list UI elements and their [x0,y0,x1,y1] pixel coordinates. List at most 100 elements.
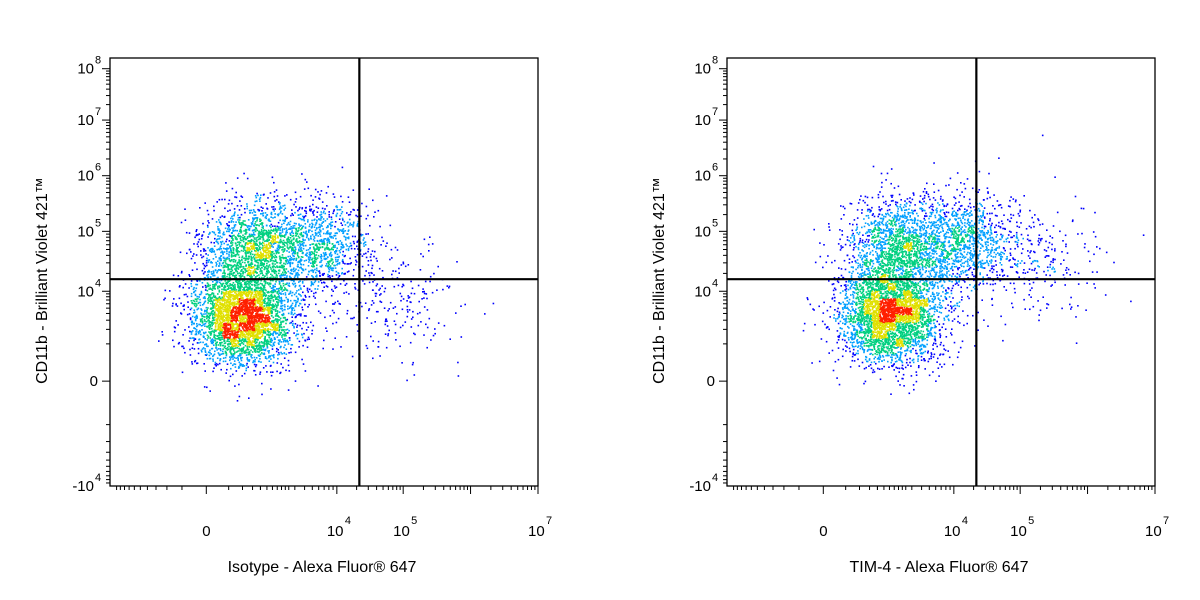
event-dot [232,218,234,220]
event-dot [212,287,214,290]
event-dot [274,213,276,215]
event-dot [232,247,234,249]
event-dot [257,254,260,256]
event-dot [259,332,261,335]
event-dot [211,342,214,345]
event-dot [245,265,247,267]
event-dot [269,334,272,336]
event-dot [270,388,272,390]
event-dot [218,338,220,340]
event-dot [242,306,244,309]
event-dot [258,230,260,233]
event-dot [231,302,233,304]
event-dot [259,292,262,294]
event-dot [245,254,247,257]
event-dot [248,250,251,253]
event-dot [241,326,244,328]
event-dot [291,235,294,238]
event-dot [291,231,293,234]
event-dot [229,343,232,345]
event-dot [249,253,252,256]
event-dot [293,227,295,229]
event-dot [270,240,273,242]
event-dot [260,230,263,233]
event-dot [264,233,266,235]
event-dot [267,267,269,270]
event-dot [274,239,276,241]
event-dot [244,249,246,252]
event-dot [195,314,198,317]
event-dot [231,313,233,315]
event-dot [252,295,255,298]
event-dot [290,305,292,307]
event-dot [284,333,287,335]
event-dot [253,237,256,239]
event-dot [269,258,272,261]
event-dot [258,299,261,302]
event-dot [219,281,221,284]
event-dot [265,267,268,270]
event-dot [251,298,253,300]
event-dot [249,312,251,314]
event-dot [241,221,244,224]
event-dot [223,271,225,273]
event-dot [220,293,223,295]
event-dot [215,240,217,243]
event-dot [273,319,275,322]
event-dot [259,218,261,220]
event-dot [231,317,233,319]
event-dot [266,262,268,265]
event-dot [234,298,236,301]
event-dot [238,323,241,326]
event-dot [282,314,284,317]
event-dot [202,341,204,344]
event-dot [229,359,231,362]
event-dot [261,313,264,315]
event-dot [268,303,271,305]
event-dot [278,316,280,318]
event-dot [183,293,186,296]
event-dot [244,334,246,336]
event-dot [234,385,236,387]
event-dot [211,273,214,275]
event-dot [307,326,310,328]
event-dot [264,335,266,338]
event-dot [279,307,282,310]
event-dot [259,264,261,267]
event-dot [201,235,203,237]
event-dot [243,320,245,323]
event-dot [262,342,265,344]
event-dot [197,234,199,236]
event-dot [249,212,251,214]
event-dot [223,286,225,289]
event-dot [278,311,281,313]
event-dot [245,229,248,231]
event-dot [211,297,214,299]
event-dot [217,336,220,339]
event-dot [234,315,236,318]
event-dot [282,329,285,332]
event-dot [267,299,270,302]
event-dot [276,251,279,254]
event-dot [242,220,245,222]
event-dot [274,315,277,317]
event-dot [299,250,302,252]
event-dot [208,294,210,296]
event-dot [254,294,256,296]
event-dot [217,311,220,313]
event-dot [305,315,307,317]
event-dot [212,250,214,253]
event-dot [237,254,240,256]
event-dot [226,306,229,309]
event-dot [286,318,289,321]
event-dot [271,312,273,315]
event-dot [285,272,287,274]
event-dot [241,244,243,247]
event-dot [223,259,225,262]
event-dot [234,211,236,213]
event-dot [235,245,238,247]
event-dot [262,212,265,214]
event-dot [289,339,291,341]
event-dot [280,341,283,343]
event-dot [269,230,271,232]
